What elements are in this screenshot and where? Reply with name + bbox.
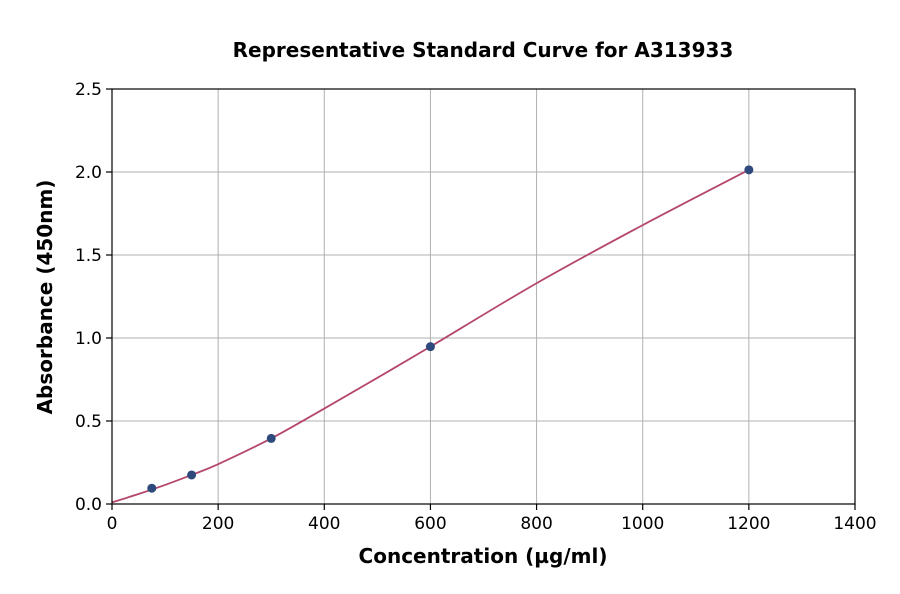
x-axis-label: Concentration (µg/ml) [359, 544, 608, 568]
y-tick-label: 2.0 [75, 163, 102, 183]
data-point [147, 483, 157, 493]
axis-ticks: 0 200 400 600 800 1000 1200 1400 0.0 0.5 1.0 1.5 2.0… [75, 80, 877, 534]
y-tick-label: 2.5 [75, 80, 102, 100]
y-tick-label: 0.5 [75, 412, 102, 432]
x-tick-label: 1400 [833, 514, 876, 534]
x-tick-label: 0 [107, 514, 118, 534]
x-tick-label: 1200 [727, 514, 770, 534]
data-point [744, 165, 754, 175]
chart-title: Representative Standard Curve for A31393… [233, 38, 734, 62]
data-point [425, 342, 435, 352]
fit-curve-layer [111, 169, 750, 504]
x-tick-label: 600 [414, 514, 446, 534]
y-tick-label: 1.5 [75, 246, 102, 266]
data-points [147, 165, 754, 493]
x-tick-label: 400 [308, 514, 340, 534]
x-tick-label: 1000 [621, 514, 664, 534]
y-axis-label: Absorbance (450nm) [33, 180, 57, 415]
data-point [266, 433, 276, 443]
x-tick-label: 200 [202, 514, 234, 534]
grid-lines [111, 88, 856, 505]
plot-frame [111, 88, 856, 505]
x-tick-label: 800 [520, 514, 552, 534]
fit-curve [111, 169, 750, 504]
data-point [187, 470, 197, 480]
y-tick-label: 0.0 [75, 495, 102, 515]
y-tick-label: 1.0 [75, 329, 102, 349]
